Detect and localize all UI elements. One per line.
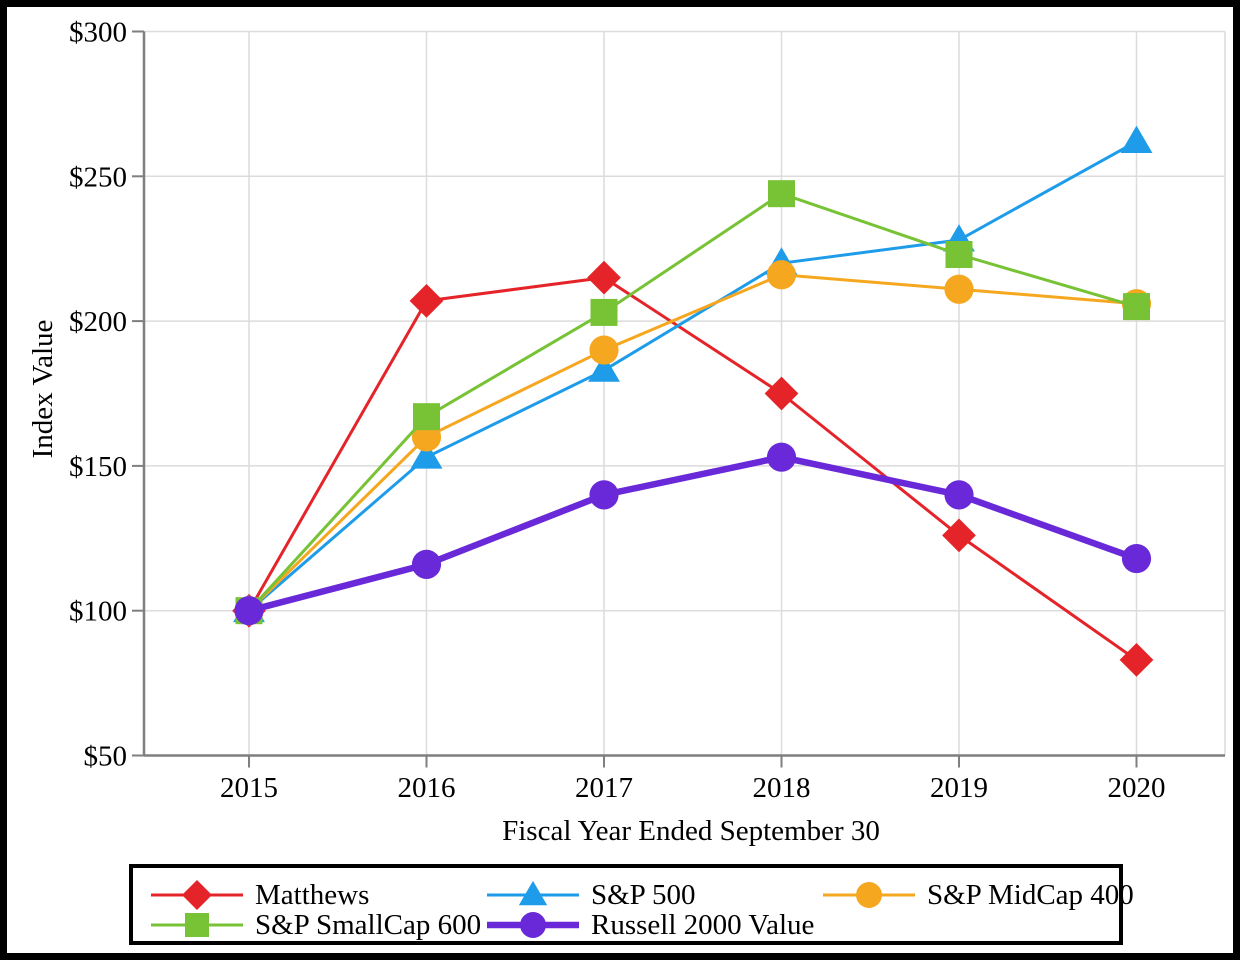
x-tick-label: 2016 xyxy=(398,772,456,804)
legend-marker-triangle xyxy=(487,880,579,906)
series-line xyxy=(245,453,1140,614)
y-tick-label: $250 xyxy=(69,161,127,193)
square-marker xyxy=(768,180,795,208)
x-tick-label: 2019 xyxy=(930,772,988,804)
x-tick-label: 2020 xyxy=(1108,772,1166,804)
triangle-marker xyxy=(410,441,443,469)
legend-label: Matthews xyxy=(255,879,370,911)
diamond-marker xyxy=(587,260,621,295)
y-tick-label: $50 xyxy=(84,741,128,773)
legend-marker-diamond xyxy=(151,880,243,910)
diamond-marker xyxy=(764,376,799,411)
y-tick-label: $200 xyxy=(69,306,127,338)
tick-labels: $50 $100 $150 $200 $250 $300 2015 2016 2017 2018 2… xyxy=(69,17,1166,805)
legend-item-s-p-midcap-400: S&P MidCap 400 xyxy=(821,879,1134,911)
square-marker xyxy=(1123,293,1150,321)
legend-label: Russell 2000 Value xyxy=(591,909,815,941)
circle-marker xyxy=(944,274,974,304)
series-russell-2000-value xyxy=(234,442,1152,626)
series-line xyxy=(247,140,1138,613)
series-line xyxy=(247,273,1138,613)
gridlines xyxy=(144,30,1226,756)
circle-marker xyxy=(234,596,264,626)
diamond-marker xyxy=(409,283,444,318)
triangle-marker xyxy=(518,880,548,906)
diamond-marker xyxy=(1119,643,1154,677)
legend-label: S&P 500 xyxy=(591,879,696,911)
legend-label: S&P MidCap 400 xyxy=(927,879,1134,911)
legend-item-s-p-smallcap-600: S&P SmallCap 600 xyxy=(149,909,481,941)
x-tick-label: 2018 xyxy=(753,772,811,804)
axes xyxy=(132,30,1225,768)
series-matthews xyxy=(232,260,1154,677)
legend: Matthews S&P 500 S&P MidCap 400 S&P SmallCa… xyxy=(129,864,1134,945)
legend-item-s-p-500: S&P 500 xyxy=(485,879,696,911)
legend-marker-square xyxy=(151,913,243,937)
triangle-marker xyxy=(588,354,620,382)
x-axis-title: Fiscal Year Ended September 30 xyxy=(502,815,880,847)
legend-item-russell-2000-value: Russell 2000 Value xyxy=(485,909,814,941)
series-s-p-500 xyxy=(233,125,1153,623)
square-marker xyxy=(185,913,209,937)
circle-marker xyxy=(1121,543,1152,574)
circle-marker xyxy=(589,335,619,365)
circle-marker xyxy=(520,912,546,938)
y-axis-title: Index Value xyxy=(27,320,59,459)
legend-marker-circle xyxy=(823,882,915,908)
legend-item-matthews: Matthews xyxy=(149,879,369,911)
x-tick-label: 2017 xyxy=(575,772,633,804)
series-line xyxy=(247,192,1138,613)
triangle-marker xyxy=(1120,125,1153,154)
circle-marker xyxy=(856,882,882,908)
series-s-p-midcap-400 xyxy=(234,260,1152,626)
square-marker xyxy=(590,298,618,326)
y-tick-label: $100 xyxy=(69,596,127,628)
x-tick-label: 2015 xyxy=(220,772,278,804)
y-tick-label: $150 xyxy=(69,451,127,483)
series-s-p-smallcap-600 xyxy=(235,180,1150,625)
legend-label: S&P SmallCap 600 xyxy=(255,909,482,941)
y-tick-label: $300 xyxy=(69,17,127,49)
circle-marker xyxy=(766,260,797,290)
data-series xyxy=(232,125,1154,677)
circle-marker xyxy=(766,442,797,472)
performance-chart: $50 $100 $150 $200 $250 $300 2015 2016 2017 2018 2… xyxy=(27,17,1226,847)
diamond-marker xyxy=(942,518,976,553)
circle-marker xyxy=(944,480,974,510)
diamond-marker xyxy=(182,880,212,910)
circle-marker xyxy=(411,549,442,579)
circle-marker xyxy=(589,480,619,510)
series-line xyxy=(247,276,1138,662)
square-marker xyxy=(945,240,973,268)
legend-marker-circle xyxy=(487,912,579,938)
square-marker xyxy=(413,403,440,431)
